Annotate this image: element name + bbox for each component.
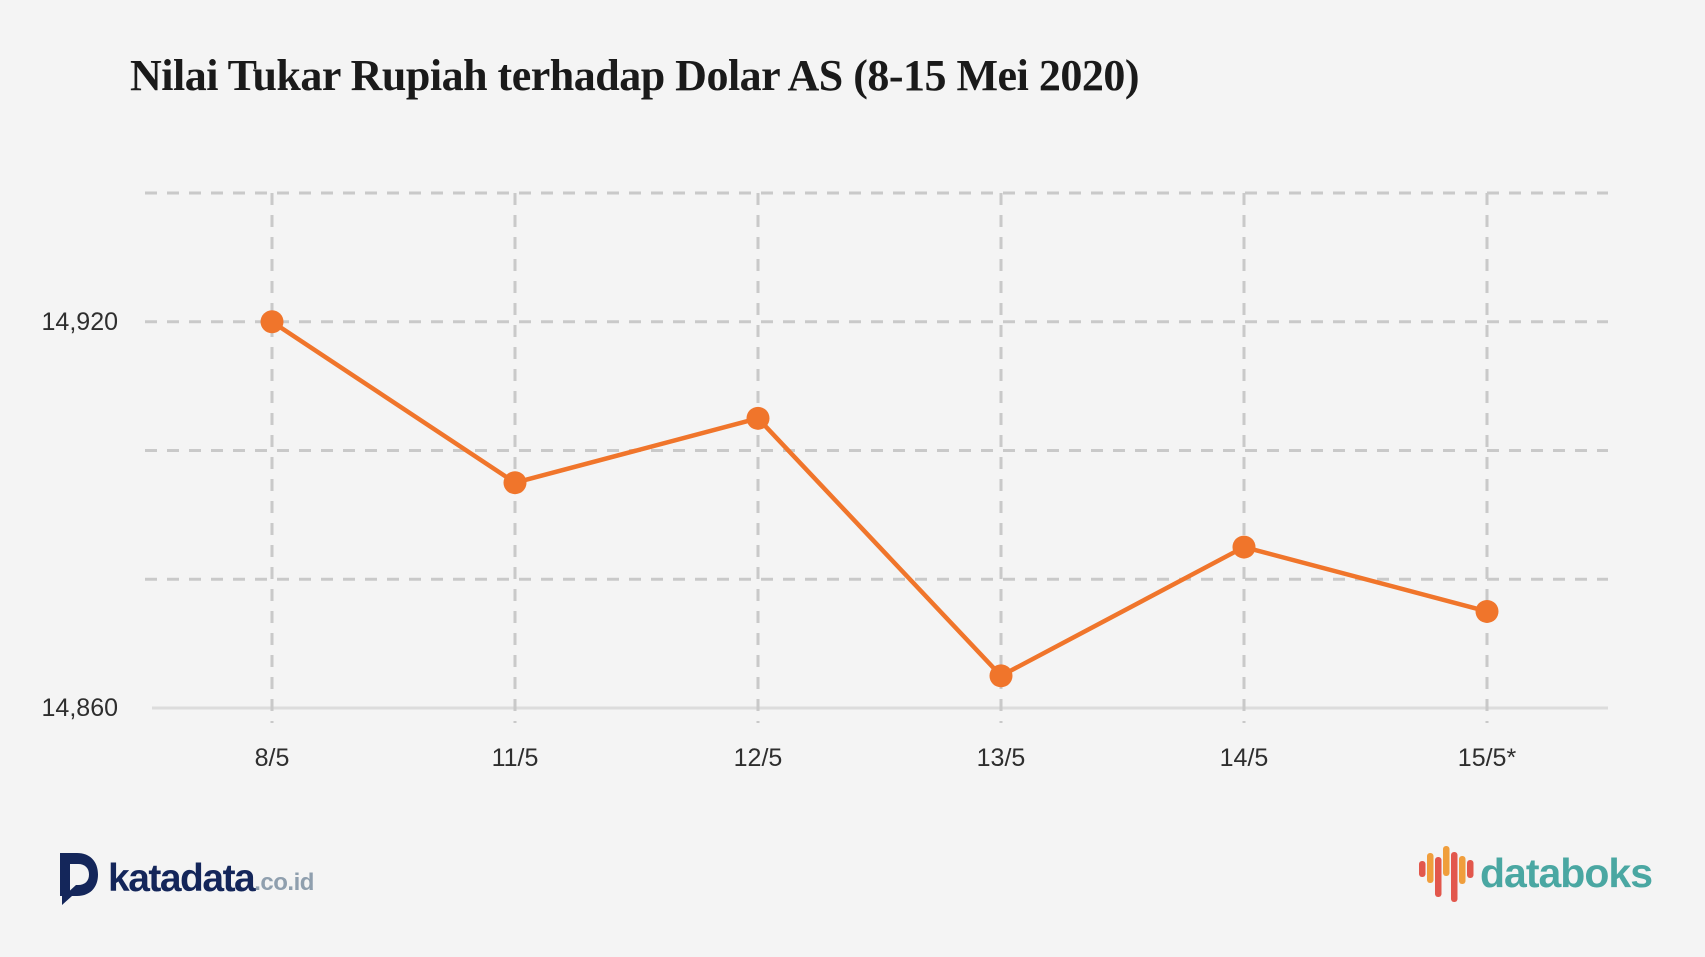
data-point bbox=[260, 310, 284, 334]
databoks-bars-icon bbox=[1419, 846, 1474, 902]
x-axis-tick-label: 11/5 bbox=[491, 744, 539, 772]
y-axis-tick-label: 14,860 bbox=[41, 694, 118, 722]
x-axis-tick-label: 13/5 bbox=[976, 744, 1026, 772]
data-point bbox=[1475, 599, 1499, 623]
katadata-d-icon bbox=[60, 853, 98, 905]
databoks-logo: databoks bbox=[1418, 842, 1653, 904]
y-axis-tick-label: 14,920 bbox=[41, 307, 118, 336]
x-axis-tick-label: 15/5* bbox=[1457, 744, 1517, 772]
katadata-logo: katadata .co.id bbox=[57, 852, 314, 906]
x-axis-tick-label: 14/5 bbox=[1219, 744, 1269, 772]
data-point bbox=[503, 471, 527, 495]
katadata-wordmark: katadata bbox=[108, 857, 256, 900]
katadata-tld: .co.id bbox=[254, 869, 314, 896]
x-axis-tick-label: 8/5 bbox=[254, 744, 290, 772]
data-line bbox=[270, 319, 1488, 679]
databoks-wordmark: databoks bbox=[1480, 850, 1653, 896]
data-point bbox=[746, 406, 770, 430]
data-point bbox=[1232, 535, 1256, 559]
x-axis-tick-label: 12/5 bbox=[733, 744, 783, 772]
chart-title: Nilai Tukar Rupiah terhadap Dolar AS (8-… bbox=[130, 51, 1139, 100]
data-point bbox=[989, 664, 1013, 688]
